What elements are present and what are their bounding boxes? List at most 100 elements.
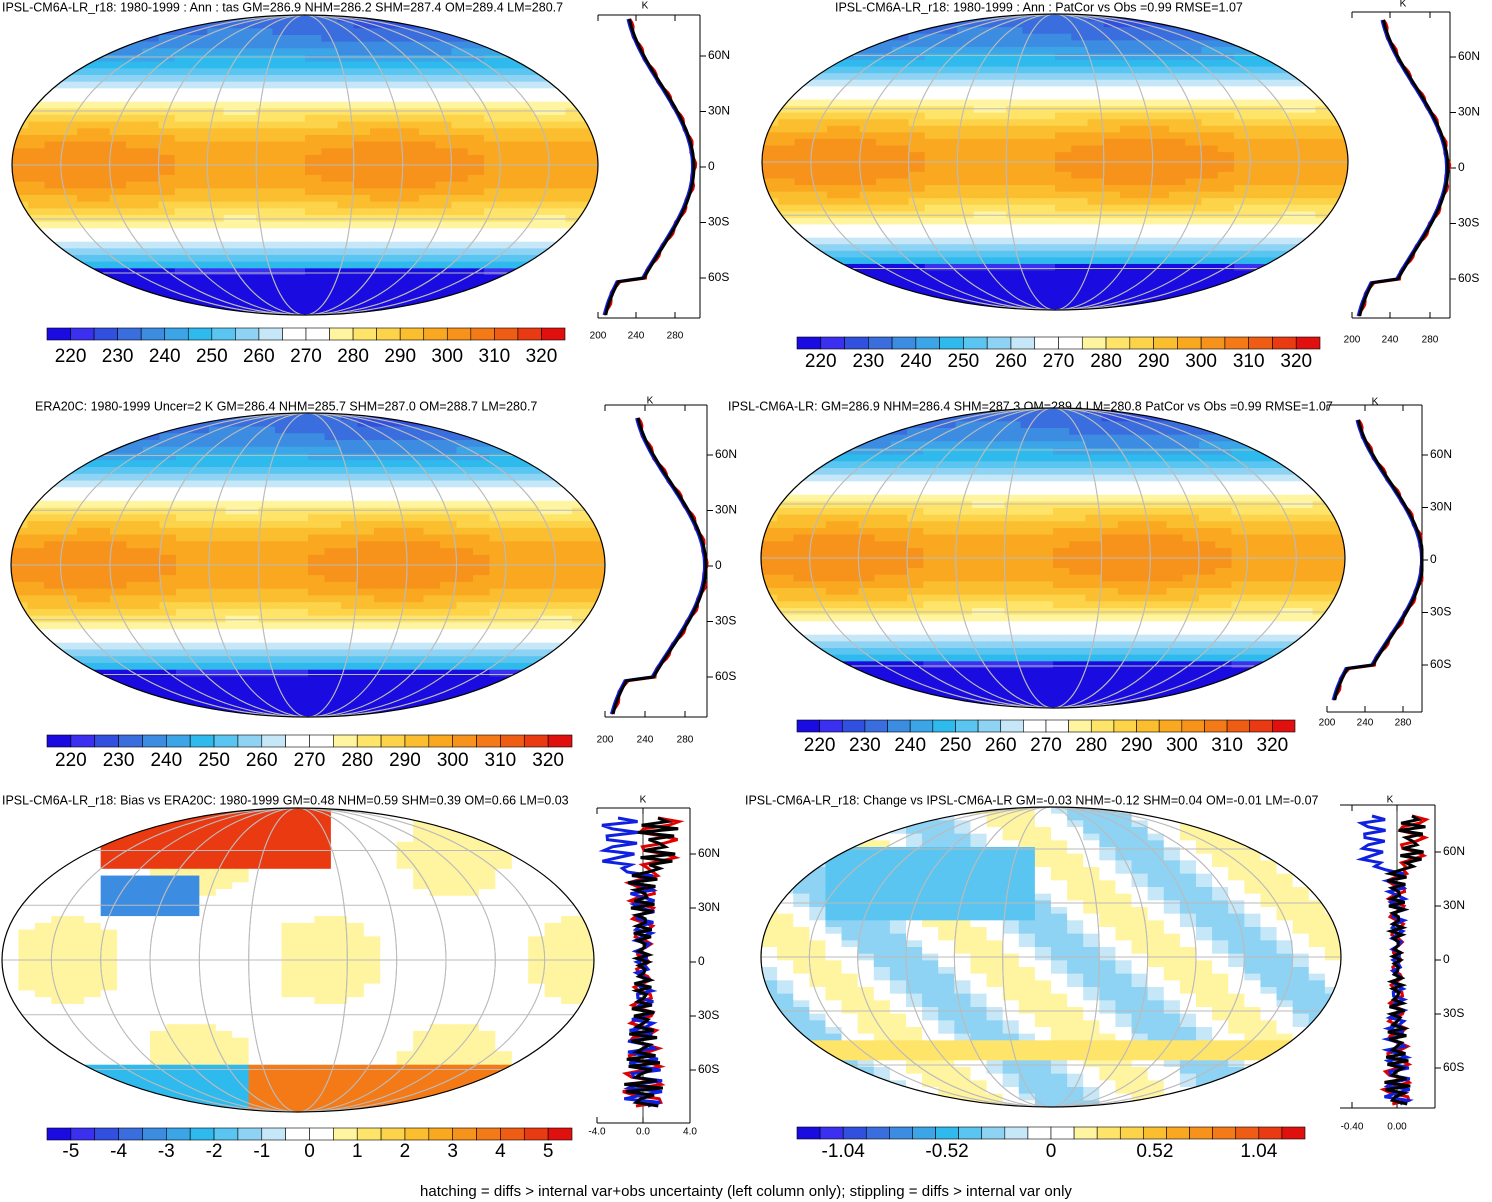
- map-cell: [973, 132, 991, 140]
- map-cell: [357, 568, 375, 576]
- map-cell: [209, 642, 227, 651]
- map-cell: [126, 629, 144, 637]
- map-cell: [516, 195, 534, 203]
- map-cell: [418, 208, 436, 216]
- map-cell: [125, 155, 143, 163]
- map-cell: [522, 521, 540, 529]
- map-cell: [143, 649, 161, 657]
- map-cell: [1087, 112, 1105, 120]
- map-cell: [174, 281, 192, 289]
- map-cell: [810, 33, 828, 41]
- map-cell: [11, 500, 29, 509]
- map-cell: [532, 288, 550, 296]
- map-cell: [209, 440, 227, 448]
- map-cell: [957, 231, 975, 239]
- map-cell: [843, 198, 861, 206]
- map-cell: [225, 683, 243, 691]
- map-cell: [532, 75, 550, 83]
- map-cell: [423, 534, 441, 542]
- map-cell: [1299, 92, 1317, 101]
- colorbar-box: [446, 327, 472, 341]
- map-cell: [191, 95, 208, 103]
- map-cell: [191, 295, 208, 303]
- map-cell: [549, 48, 567, 56]
- map-cell: [225, 588, 243, 596]
- map-cell: [159, 602, 177, 610]
- map-cell: [456, 433, 474, 441]
- map-cell: [532, 181, 550, 189]
- map-cell: [321, 28, 339, 36]
- map-cell: [1250, 277, 1268, 285]
- map-cell: [762, 86, 779, 94]
- map-cell: [93, 155, 111, 163]
- map-cell: [272, 75, 290, 83]
- map-cell: [1120, 132, 1137, 140]
- map-cell: [142, 48, 160, 56]
- map-cell: [110, 696, 128, 705]
- map-cell: [390, 433, 408, 441]
- map-cell: [1234, 303, 1251, 310]
- map-cell: [192, 683, 210, 691]
- map-cell: [207, 75, 225, 83]
- map-cell: [44, 527, 62, 536]
- map-cell: [539, 548, 557, 556]
- map-cell: [1103, 14, 1121, 22]
- map-cell: [109, 115, 127, 123]
- map-cell: [1331, 138, 1348, 147]
- map-cell: [973, 263, 991, 272]
- map-cell: [225, 554, 243, 563]
- colorbar-box: [93, 327, 118, 341]
- map-cell: [456, 534, 474, 542]
- map-cell: [1282, 250, 1300, 258]
- map-cell: [110, 656, 128, 664]
- map-cell: [762, 46, 779, 55]
- map-cell: [93, 88, 111, 96]
- map-cell: [1201, 231, 1219, 239]
- map-cell: [1087, 145, 1105, 153]
- map-cell: [875, 171, 893, 180]
- map-cell: [1299, 46, 1317, 55]
- map-cell: [500, 308, 518, 315]
- map-cell: [192, 676, 210, 684]
- map-cell: [549, 195, 567, 203]
- map-cell: [423, 568, 441, 576]
- map-cell: [1201, 33, 1219, 41]
- map-cell: [374, 676, 392, 684]
- graticule: [109, 15, 501, 315]
- map-cell: [142, 141, 160, 149]
- map-cell: [555, 649, 573, 657]
- map-cell: [1152, 217, 1170, 226]
- map-cell: [549, 221, 567, 229]
- map-cell: [159, 480, 177, 488]
- map-cell: [810, 257, 828, 265]
- map-cell: [522, 500, 540, 509]
- map-cell: [484, 201, 501, 209]
- map-cell: [1315, 178, 1333, 186]
- map-cell: [321, 88, 339, 96]
- map-cell: [272, 235, 290, 243]
- map-cell: [44, 602, 62, 610]
- colorbar-label: 230: [102, 346, 134, 367]
- map-cell: [174, 295, 192, 303]
- map-cell: [451, 108, 469, 116]
- map-cell: [555, 440, 573, 448]
- map-cell: [827, 237, 844, 245]
- map-cell: [93, 108, 111, 116]
- map-cell: [341, 581, 359, 590]
- map-cell: [1152, 303, 1170, 310]
- map-cell: [374, 595, 392, 603]
- map-cell: [28, 241, 46, 249]
- map-cell: [223, 268, 241, 276]
- map-cell: [288, 208, 306, 216]
- map-cell: [859, 66, 877, 74]
- map-cell: [892, 92, 910, 101]
- graticule: [810, 14, 1300, 310]
- map-cell: [588, 629, 605, 637]
- map-cell: [337, 195, 355, 203]
- map-cell: [418, 275, 436, 283]
- map-cell: [256, 121, 274, 129]
- map-cell: [423, 500, 441, 509]
- map-cell: [77, 507, 95, 515]
- map-cell: [957, 178, 975, 186]
- map-cell: [126, 649, 144, 657]
